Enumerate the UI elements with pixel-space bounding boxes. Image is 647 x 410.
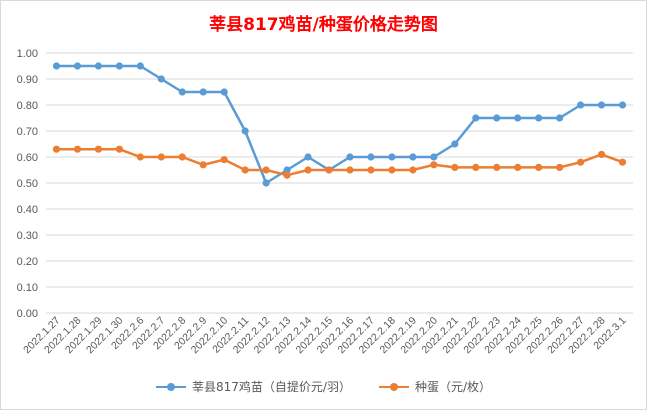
data-point-1 [514, 163, 522, 171]
data-point-1 [178, 153, 186, 161]
y-tick-label: 0.50 [17, 178, 38, 190]
data-point-1 [241, 166, 249, 174]
data-point-0 [576, 101, 585, 109]
data-point-1 [409, 166, 417, 174]
data-point-1 [157, 153, 165, 161]
data-point-0 [283, 166, 291, 174]
data-point-1 [115, 145, 123, 153]
data-point-1 [535, 163, 543, 171]
data-point-0 [597, 101, 606, 109]
data-point-1 [618, 158, 627, 166]
data-point-0 [535, 114, 543, 122]
legend-swatch-egg [378, 382, 409, 392]
data-point-0 [241, 127, 249, 135]
data-point-1 [430, 161, 438, 169]
data-point-0 [220, 88, 228, 96]
data-point-1 [493, 163, 501, 171]
legend-item-chick: 莘县817鸡苗（自提价元/羽） [156, 378, 351, 395]
y-tick-label: 0.90 [17, 74, 38, 86]
y-tick-label: 0.40 [17, 204, 38, 216]
series-line-1 [56, 147, 623, 177]
data-point-0 [115, 62, 123, 70]
data-point-0 [367, 153, 375, 161]
data-point-0 [451, 140, 459, 148]
data-point-0 [199, 88, 207, 96]
data-point-1 [325, 166, 333, 174]
data-point-1 [451, 163, 459, 171]
legend-label-chick: 莘县817鸡苗（自提价元/羽） [192, 380, 351, 394]
legend-item-egg: 种蛋（元/枚） [378, 378, 491, 395]
data-point-1 [388, 166, 396, 174]
data-point-0 [556, 114, 564, 122]
data-point-1 [94, 145, 103, 153]
y-tick-label: 0.70 [17, 126, 38, 138]
data-point-1 [556, 163, 564, 171]
data-point-1 [304, 166, 312, 174]
y-tick-label: 0.10 [17, 282, 38, 294]
data-point-1 [472, 163, 480, 171]
data-point-0 [409, 153, 417, 161]
data-point-1 [136, 153, 144, 161]
y-tick-label: 0.80 [17, 100, 38, 112]
data-point-0 [493, 114, 501, 122]
series-line-0 [56, 64, 623, 185]
y-tick-label: 0.60 [17, 152, 38, 164]
data-point-0 [178, 88, 186, 96]
data-point-1 [52, 145, 61, 153]
data-point-0 [514, 114, 522, 122]
y-tick-label: 0.00 [17, 308, 38, 320]
data-point-0 [618, 101, 627, 109]
data-point-0 [472, 114, 480, 122]
data-point-1 [597, 150, 606, 158]
data-point-1 [576, 158, 585, 166]
data-point-1 [220, 156, 228, 164]
chart-title: 莘县817鸡苗/种蛋价格走势图 [209, 15, 438, 35]
data-point-0 [388, 153, 396, 161]
legend-label-egg: 种蛋（元/枚） [414, 380, 491, 394]
y-tick-label: 1.00 [17, 48, 38, 60]
data-point-1 [262, 166, 270, 174]
y-tick-label: 0.20 [17, 256, 38, 268]
data-point-0 [73, 62, 82, 70]
data-point-1 [283, 171, 291, 179]
data-point-0 [136, 62, 144, 70]
data-point-0 [346, 153, 354, 161]
data-point-1 [73, 145, 82, 153]
data-point-1 [367, 166, 375, 174]
data-point-1 [199, 161, 207, 169]
data-point-0 [262, 179, 270, 187]
data-point-0 [52, 62, 61, 70]
y-tick-label: 0.30 [17, 230, 38, 242]
data-point-0 [157, 75, 165, 83]
data-point-0 [304, 153, 312, 161]
data-point-0 [430, 153, 438, 161]
legend-swatch-chick [156, 382, 186, 392]
data-point-0 [94, 62, 103, 70]
data-point-1 [346, 166, 354, 174]
legend: 莘县817鸡苗（自提价元/羽） 种蛋（元/枚） [1, 378, 646, 395]
